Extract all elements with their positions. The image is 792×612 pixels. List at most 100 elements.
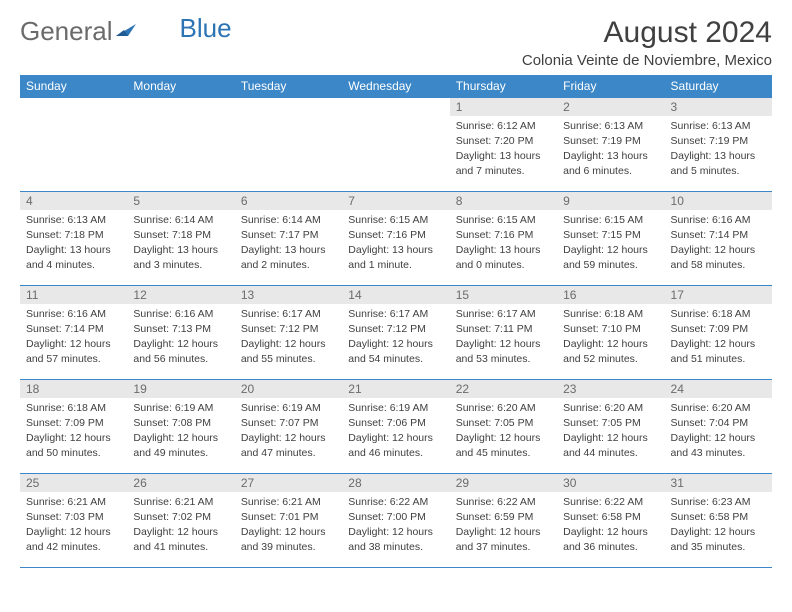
day-number: 8 <box>450 192 557 210</box>
day-number: 17 <box>665 286 772 304</box>
sunrise-line: Sunrise: 6:15 AM <box>563 213 658 227</box>
daylight-line: Daylight: 12 hours and 51 minutes. <box>671 337 766 365</box>
day-number: 4 <box>20 192 127 210</box>
daylight-line: Daylight: 12 hours and 52 minutes. <box>563 337 658 365</box>
day-number: 28 <box>342 474 449 492</box>
calendar-cell: 26Sunrise: 6:21 AMSunset: 7:02 PMDayligh… <box>127 474 234 568</box>
sunset-line: Sunset: 7:12 PM <box>348 322 443 336</box>
sunrise-line: Sunrise: 6:13 AM <box>671 119 766 133</box>
sunset-line: Sunset: 7:02 PM <box>133 510 228 524</box>
daylight-line: Daylight: 13 hours and 2 minutes. <box>241 243 336 271</box>
day-details: Sunrise: 6:17 AMSunset: 7:12 PMDaylight:… <box>235 304 342 371</box>
brand-part1: General <box>20 16 113 47</box>
sunrise-line: Sunrise: 6:17 AM <box>456 307 551 321</box>
day-details: Sunrise: 6:17 AMSunset: 7:12 PMDaylight:… <box>342 304 449 371</box>
day-details: Sunrise: 6:21 AMSunset: 7:03 PMDaylight:… <box>20 492 127 559</box>
calendar-cell: 7Sunrise: 6:15 AMSunset: 7:16 PMDaylight… <box>342 192 449 286</box>
sunset-line: Sunset: 7:11 PM <box>456 322 551 336</box>
day-details: Sunrise: 6:20 AMSunset: 7:05 PMDaylight:… <box>450 398 557 465</box>
sunrise-line: Sunrise: 6:14 AM <box>133 213 228 227</box>
sunset-line: Sunset: 7:05 PM <box>563 416 658 430</box>
weekday-friday: Friday <box>557 75 664 98</box>
day-number: 11 <box>20 286 127 304</box>
daylight-line: Daylight: 12 hours and 35 minutes. <box>671 525 766 553</box>
daylight-line: Daylight: 12 hours and 45 minutes. <box>456 431 551 459</box>
calendar-cell: 17Sunrise: 6:18 AMSunset: 7:09 PMDayligh… <box>665 286 772 380</box>
calendar-row: 18Sunrise: 6:18 AMSunset: 7:09 PMDayligh… <box>20 380 772 474</box>
sunrise-line: Sunrise: 6:19 AM <box>348 401 443 415</box>
day-details: Sunrise: 6:14 AMSunset: 7:17 PMDaylight:… <box>235 210 342 277</box>
day-number: 15 <box>450 286 557 304</box>
day-details: Sunrise: 6:23 AMSunset: 6:58 PMDaylight:… <box>665 492 772 559</box>
location-text: Colonia Veinte de Noviembre, Mexico <box>522 52 772 69</box>
day-details: Sunrise: 6:13 AMSunset: 7:19 PMDaylight:… <box>665 116 772 183</box>
sunset-line: Sunset: 7:00 PM <box>348 510 443 524</box>
daylight-line: Daylight: 12 hours and 46 minutes. <box>348 431 443 459</box>
sunset-line: Sunset: 7:18 PM <box>133 228 228 242</box>
daylight-line: Daylight: 12 hours and 43 minutes. <box>671 431 766 459</box>
day-details: Sunrise: 6:18 AMSunset: 7:10 PMDaylight:… <box>557 304 664 371</box>
calendar-body: 1Sunrise: 6:12 AMSunset: 7:20 PMDaylight… <box>20 98 772 568</box>
day-number: 2 <box>557 98 664 116</box>
daylight-line: Daylight: 13 hours and 1 minute. <box>348 243 443 271</box>
calendar-cell: 3Sunrise: 6:13 AMSunset: 7:19 PMDaylight… <box>665 98 772 192</box>
sunrise-line: Sunrise: 6:15 AM <box>348 213 443 227</box>
daylight-line: Daylight: 13 hours and 3 minutes. <box>133 243 228 271</box>
calendar-cell: 8Sunrise: 6:15 AMSunset: 7:16 PMDaylight… <box>450 192 557 286</box>
calendar-row: 11Sunrise: 6:16 AMSunset: 7:14 PMDayligh… <box>20 286 772 380</box>
daylight-line: Daylight: 12 hours and 37 minutes. <box>456 525 551 553</box>
sunset-line: Sunset: 7:20 PM <box>456 134 551 148</box>
sunset-line: Sunset: 7:09 PM <box>671 322 766 336</box>
daylight-line: Daylight: 12 hours and 47 minutes. <box>241 431 336 459</box>
day-number: 19 <box>127 380 234 398</box>
weekday-monday: Monday <box>127 75 234 98</box>
day-details: Sunrise: 6:16 AMSunset: 7:13 PMDaylight:… <box>127 304 234 371</box>
day-details: Sunrise: 6:15 AMSunset: 7:16 PMDaylight:… <box>450 210 557 277</box>
day-details: Sunrise: 6:22 AMSunset: 6:59 PMDaylight:… <box>450 492 557 559</box>
sunrise-line: Sunrise: 6:16 AM <box>671 213 766 227</box>
day-number: 1 <box>450 98 557 116</box>
calendar-cell: 5 Sunrise: 6:14 AMSunset: 7:18 PMDaylight… <box>127 192 234 286</box>
day-details: Sunrise: 6:18 AMSunset: 7:09 PMDaylight:… <box>665 304 772 371</box>
sunrise-line: Sunrise: 6:20 AM <box>671 401 766 415</box>
calendar-table: SundayMondayTuesdayWednesdayThursdayFrid… <box>20 75 772 568</box>
calendar-cell: 13Sunrise: 6:17 AMSunset: 7:12 PMDayligh… <box>235 286 342 380</box>
daylight-line: Daylight: 12 hours and 55 minutes. <box>241 337 336 365</box>
daylight-line: Daylight: 12 hours and 41 minutes. <box>133 525 228 553</box>
calendar-cell: 15Sunrise: 6:17 AMSunset: 7:11 PMDayligh… <box>450 286 557 380</box>
calendar-cell: 20Sunrise: 6:19 AMSunset: 7:07 PMDayligh… <box>235 380 342 474</box>
sunrise-line: Sunrise: 6:17 AM <box>241 307 336 321</box>
daylight-line: Daylight: 12 hours and 59 minutes. <box>563 243 658 271</box>
day-number: 20 <box>235 380 342 398</box>
sunset-line: Sunset: 7:13 PM <box>133 322 228 336</box>
day-details: Sunrise: 6:17 AMSunset: 7:11 PMDaylight:… <box>450 304 557 371</box>
sunrise-line: Sunrise: 6:18 AM <box>26 401 121 415</box>
calendar-cell: 4Sunrise: 6:13 AMSunset: 7:18 PMDaylight… <box>20 192 127 286</box>
calendar-cell: 1Sunrise: 6:12 AMSunset: 7:20 PMDaylight… <box>450 98 557 192</box>
sunset-line: Sunset: 6:59 PM <box>456 510 551 524</box>
daylight-line: Daylight: 13 hours and 6 minutes. <box>563 149 658 177</box>
sunrise-line: Sunrise: 6:16 AM <box>26 307 121 321</box>
day-number: 5 <box>127 192 234 210</box>
daylight-line: Daylight: 12 hours and 56 minutes. <box>133 337 228 365</box>
sunrise-line: Sunrise: 6:13 AM <box>26 213 121 227</box>
sunset-line: Sunset: 7:05 PM <box>456 416 551 430</box>
sunset-line: Sunset: 6:58 PM <box>671 510 766 524</box>
sunset-line: Sunset: 7:08 PM <box>133 416 228 430</box>
daylight-line: Daylight: 12 hours and 53 minutes. <box>456 337 551 365</box>
day-details: Sunrise: 6:20 AMSunset: 7:05 PMDaylight:… <box>557 398 664 465</box>
daylight-line: Daylight: 13 hours and 4 minutes. <box>26 243 121 271</box>
calendar-cell: 6Sunrise: 6:14 AMSunset: 7:17 PMDaylight… <box>235 192 342 286</box>
day-number: 27 <box>235 474 342 492</box>
day-details: Sunrise: 6:21 AMSunset: 7:02 PMDaylight:… <box>127 492 234 559</box>
weekday-sunday: Sunday <box>20 75 127 98</box>
day-details: Sunrise: 6:22 AMSunset: 6:58 PMDaylight:… <box>557 492 664 559</box>
daylight-line: Daylight: 13 hours and 0 minutes. <box>456 243 551 271</box>
sunrise-line: Sunrise: 6:23 AM <box>671 495 766 509</box>
day-details: Sunrise: 6:19 AMSunset: 7:06 PMDaylight:… <box>342 398 449 465</box>
daylight-line: Daylight: 12 hours and 57 minutes. <box>26 337 121 365</box>
calendar-cell: 9Sunrise: 6:15 AMSunset: 7:15 PMDaylight… <box>557 192 664 286</box>
header-right: August 2024 Colonia Veinte de Noviembre,… <box>522 16 772 69</box>
month-title: August 2024 <box>522 16 772 50</box>
sunrise-line: Sunrise: 6:22 AM <box>348 495 443 509</box>
